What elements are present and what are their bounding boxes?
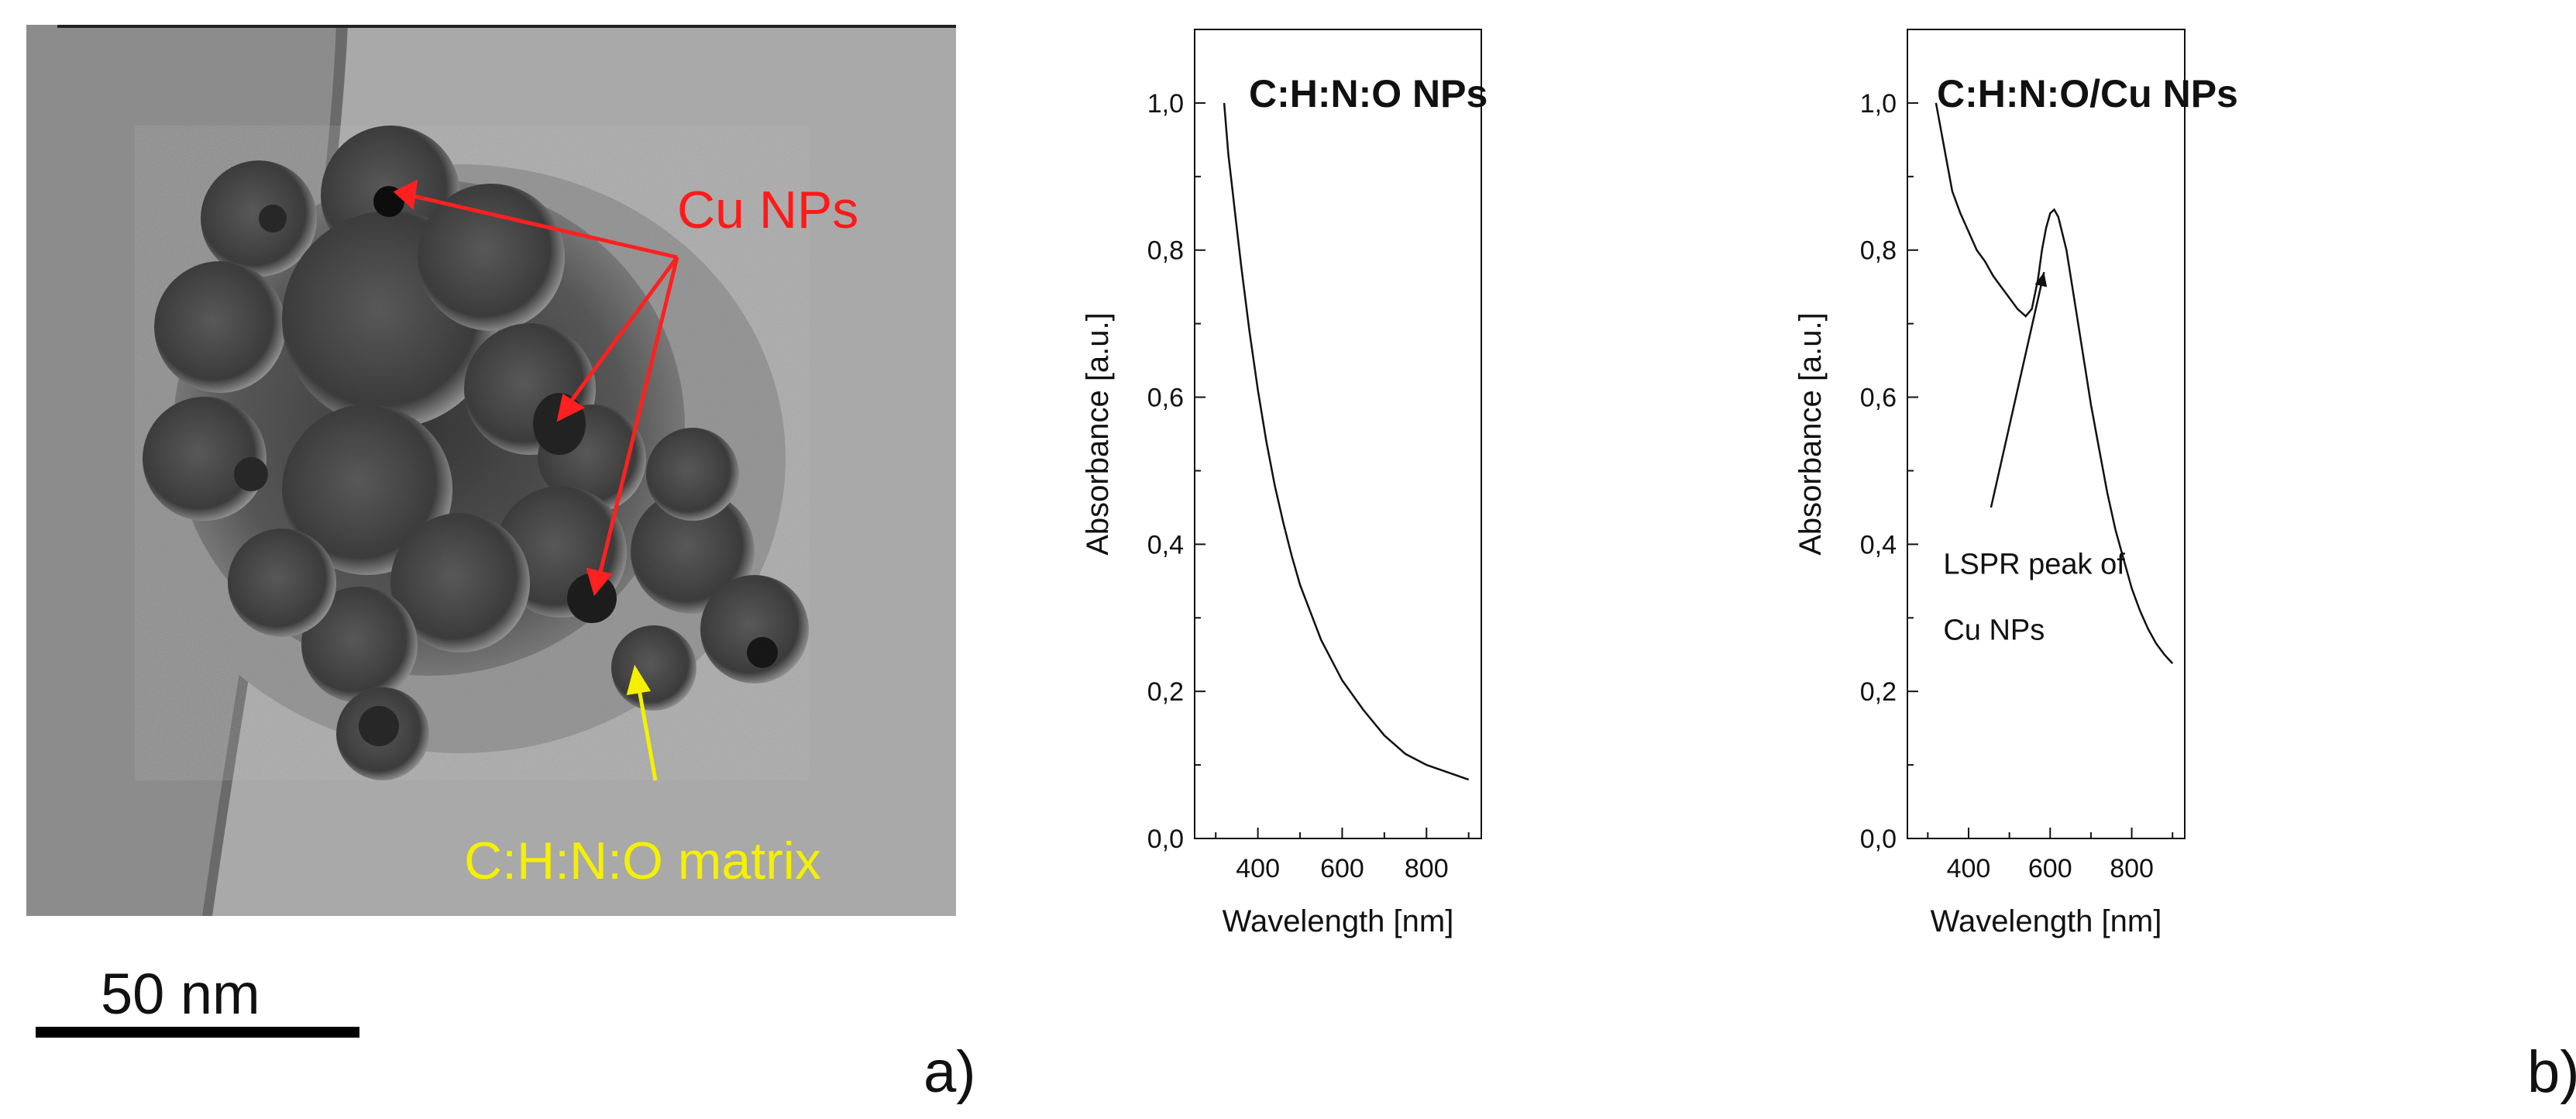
- panel-b-label: b): [2527, 1039, 2576, 1105]
- tem-micrograph: Cu NPs C:H:N:O matrix: [26, 25, 956, 916]
- x-tick-label: 800: [2110, 854, 2154, 883]
- y-axis-label: Absorbance [a.u.]: [1081, 312, 1115, 556]
- x-axis-label: Wavelength [nm]: [1931, 904, 2162, 938]
- y-tick-label: 0,8: [1860, 236, 1897, 266]
- chart-title: C:H:N:O/Cu NPs: [1937, 72, 2238, 115]
- x-tick-label: 400: [1947, 854, 1991, 883]
- y-tick-label: 0,4: [1860, 530, 1897, 560]
- annotation-text-line1: LSPR peak of: [1943, 548, 2125, 580]
- y-tick-label: 0,0: [1860, 825, 1897, 854]
- tem-image-icon: [26, 25, 956, 916]
- annotation-text-line2: Cu NPs: [1943, 615, 2045, 647]
- matrix-label: C:H:N:O matrix: [464, 832, 821, 890]
- chart-chno-nps: 0,0 0,2 0,4 0,6 0,8 1,0 400 600 800 Wavelength [n…: [1081, 29, 1487, 938]
- x-tick-label: 800: [1405, 854, 1449, 883]
- y-tick-label: 0,2: [1147, 677, 1184, 707]
- x-axis-label: Wavelength [nm]: [1223, 904, 1454, 938]
- series-line: [1223, 102, 1470, 781]
- y-axis-label: Absorbance [a.u.]: [1794, 312, 1828, 556]
- scale-bar: [36, 1027, 359, 1038]
- chart-chno-cu-nps: 0,0 0,2 0,4 0,6 0,8 1,0 400 600 800 Wavelength [n…: [1794, 29, 2238, 938]
- y-tick-label: 0,4: [1147, 530, 1184, 560]
- x-tick-label: 600: [2028, 854, 2072, 883]
- y-tick-label: 1,0: [1860, 89, 1897, 119]
- y-tick-label: 0,2: [1860, 677, 1897, 707]
- x-tick-label: 600: [1320, 854, 1364, 883]
- chart-title: C:H:N:O NPs: [1249, 72, 1487, 115]
- y-tick-label: 0,6: [1147, 384, 1184, 413]
- plot-frame: [1194, 29, 1482, 839]
- panel-a-label: a): [923, 1039, 976, 1105]
- cu-nps-label: Cu NPs: [677, 181, 859, 239]
- y-tick-label: 0,8: [1147, 236, 1184, 266]
- scale-bar-label: 50 nm: [101, 962, 260, 1026]
- annotation-arrowhead: [2034, 272, 2048, 287]
- series-line: [1935, 102, 2174, 664]
- plot-frame: [1907, 29, 2186, 839]
- annotation-arrow: [1990, 271, 2045, 508]
- y-tick-label: 1,0: [1147, 89, 1184, 119]
- y-tick-label: 0,6: [1860, 384, 1897, 413]
- x-tick-label: 400: [1236, 854, 1280, 883]
- y-tick-label: 0,0: [1147, 825, 1184, 854]
